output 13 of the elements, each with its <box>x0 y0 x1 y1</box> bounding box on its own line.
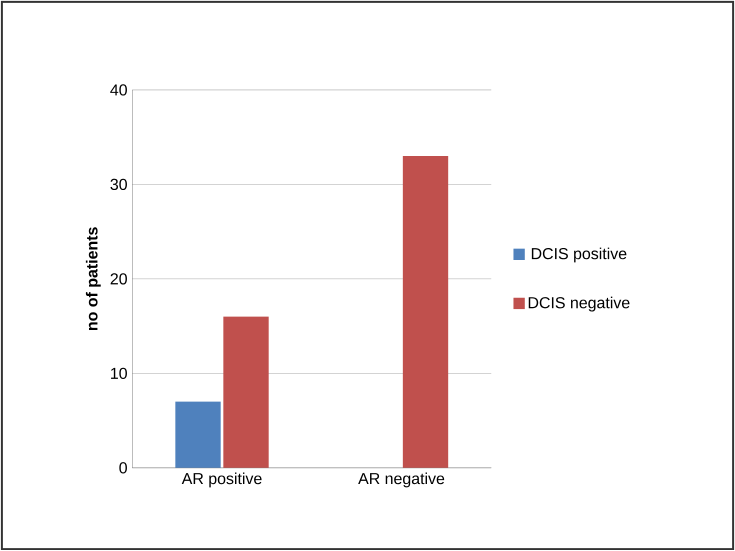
x-tick-label: AR negative <box>358 472 444 488</box>
legend-label: DCIS positive <box>532 248 626 262</box>
y-tick-label: 0 <box>119 462 127 474</box>
bar <box>223 316 269 468</box>
y-tick-label: 20 <box>110 273 127 285</box>
y-tick-label: 40 <box>110 84 127 96</box>
bar <box>175 402 221 468</box>
legend-label: DCIS negative <box>528 296 630 312</box>
y-axis-title: no of patients <box>86 227 101 330</box>
bar <box>402 156 448 468</box>
y-tick-label: 10 <box>111 368 127 379</box>
y-tick-label: 30 <box>110 178 127 190</box>
x-tick-label: AR positive <box>182 472 262 488</box>
